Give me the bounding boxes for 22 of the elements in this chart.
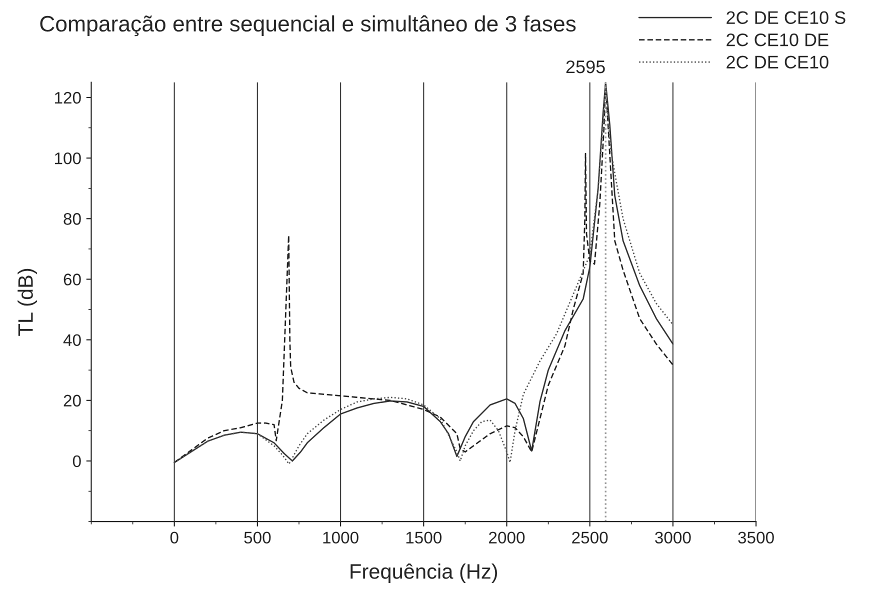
y-tick-label: 0 [72,455,81,468]
x-tick-label: 1000 [323,532,358,544]
x-tick-label: 3500 [738,532,774,544]
y-tick-label: 100 [54,152,81,164]
y-tick-label: 40 [63,334,81,346]
y-tick-label: 80 [64,213,81,225]
x-axis-title: Frequência (Hz) [350,563,498,583]
x-tick-label: 1500 [406,532,442,544]
legend-label: 2C DE CE10 [726,56,828,69]
ref-line-label: 2595 [566,60,605,74]
y-axis-title: TL (dB) [18,268,38,336]
y-tick-label: 20 [64,394,81,407]
y-tick-label: 60 [64,274,81,286]
legend-label: 2C DE CE10 S [726,11,846,24]
x-tick-label: 2500 [572,532,608,544]
x-tick-label: 3000 [655,532,691,544]
x-tick-label: 0 [170,532,178,544]
legend-label: 2C CE10 DE [726,33,828,46]
y-tick-label: 120 [54,92,81,104]
x-tick-label: 500 [244,532,271,544]
chart-title: Comparação entre sequencial e simultâneo de 3 fases [40,15,576,36]
x-tick-label: 2000 [489,532,525,544]
